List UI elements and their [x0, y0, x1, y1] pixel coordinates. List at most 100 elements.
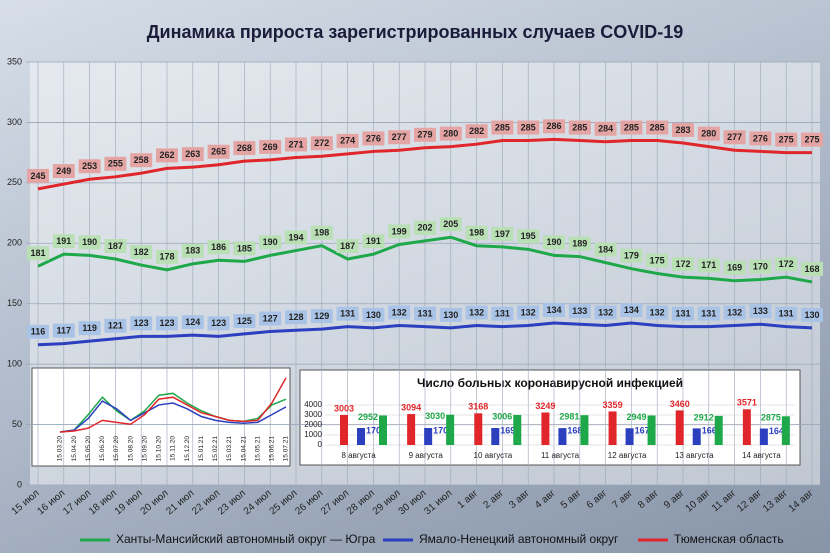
bar: [446, 414, 455, 445]
inset-frame: [31, 367, 291, 467]
x-tick-label: 15.03.20: [57, 436, 64, 462]
x-tick-label: 28 июл: [345, 488, 377, 517]
value-label: 2952: [358, 412, 378, 422]
bar: [379, 415, 387, 445]
label-box: [27, 246, 49, 261]
label-box: [181, 315, 204, 330]
value-label: 116: [31, 327, 46, 337]
value-label: 133: [753, 306, 768, 316]
value-label: 131: [779, 309, 794, 319]
series-line: [37, 137, 812, 191]
label-box: [517, 305, 540, 320]
value-label: 285: [624, 122, 639, 132]
x-tick-label: 10 августа: [474, 451, 513, 460]
label-box: [775, 306, 798, 321]
label-box: [78, 321, 101, 336]
label-box: [156, 249, 178, 264]
value-label: 187: [108, 241, 123, 251]
value-label: 1663: [702, 426, 722, 436]
value-label: 3460: [670, 399, 690, 409]
value-label: 190: [263, 237, 278, 247]
label-box: [414, 306, 436, 321]
label-box: [775, 132, 798, 147]
value-label: 123: [159, 318, 174, 328]
value-label: 191: [366, 236, 381, 246]
value-label: 198: [314, 228, 329, 238]
value-label: 3094: [401, 402, 421, 412]
value-label: 263: [185, 149, 200, 159]
value-label: 131: [675, 309, 690, 319]
x-tick-label: 15.08.20: [127, 436, 134, 462]
label-box: [336, 133, 359, 148]
label-box: [259, 235, 282, 250]
value-label: 275: [804, 135, 819, 145]
value-label: 133: [572, 306, 587, 316]
value-label: 285: [495, 122, 510, 132]
y-tick-label: 4000: [304, 400, 322, 409]
value-label: 132: [392, 307, 407, 317]
x-tick-label: 8 авг: [636, 488, 661, 511]
value-label: 117: [57, 325, 72, 335]
x-tick-label: 2 авг: [481, 488, 506, 511]
x-tick-label: 30 июл: [397, 488, 429, 517]
value-label: 283: [675, 125, 690, 135]
value-label: 134: [546, 305, 561, 315]
label-box: [620, 120, 643, 135]
value-label: 3359: [603, 400, 623, 410]
label-box: [336, 306, 359, 321]
label-box: [568, 236, 591, 251]
value-label: 190: [546, 237, 561, 247]
value-label: 128: [288, 312, 303, 322]
y-tick-label: 100: [7, 359, 22, 369]
value-label: 1648: [769, 426, 789, 436]
x-tick-label: 11 авг: [710, 488, 739, 514]
label-box: [801, 307, 823, 322]
label-box: [620, 303, 643, 318]
value-label: 3168: [468, 402, 488, 412]
label-box: [181, 147, 204, 162]
value-label: 253: [82, 161, 97, 171]
value-label: 205: [443, 219, 458, 229]
value-label: 258: [134, 155, 149, 165]
value-label: 195: [521, 231, 536, 241]
value-label: 123: [211, 318, 226, 328]
label-box: [207, 316, 230, 331]
bar: [742, 409, 751, 445]
value-label: 279: [417, 130, 432, 140]
value-label: 132: [521, 307, 536, 317]
x-tick-label: 15.12.20: [184, 436, 191, 462]
value-label: 245: [30, 171, 45, 181]
value-label: 131: [495, 309, 510, 319]
value-label: 178: [159, 252, 174, 262]
value-label: 1698: [500, 425, 520, 435]
x-tick-label: 4 авг: [533, 488, 558, 511]
value-label: 187: [340, 241, 355, 251]
label-box: [233, 141, 256, 156]
value-label: 182: [134, 247, 149, 257]
label-box: [27, 168, 49, 183]
x-tick-label: 15.06.21: [269, 436, 276, 462]
label-box: [414, 127, 436, 142]
x-tick-label: 11 августа: [541, 451, 580, 460]
value-label: 202: [417, 223, 432, 233]
label-box: [233, 313, 256, 328]
value-label: 284: [598, 124, 613, 134]
value-label: 130: [443, 310, 458, 320]
label-box: [104, 156, 127, 171]
label-box: [130, 153, 153, 168]
value-label: 190: [82, 237, 97, 247]
label-box: [749, 304, 772, 319]
bar: [357, 428, 365, 445]
label-box: [207, 240, 230, 255]
value-label: 134: [624, 305, 639, 315]
label-box: [723, 130, 746, 145]
label-box: [620, 248, 643, 263]
x-tick-label: 8 августа: [341, 451, 376, 460]
x-tick-label: 18 июл: [87, 488, 119, 517]
bar: [407, 414, 416, 445]
label-box: [336, 238, 359, 253]
legend-label: Ханты-Мансийский автономный округ — Югра: [116, 532, 376, 546]
label-box: [78, 159, 101, 174]
value-label: 181: [30, 248, 45, 258]
